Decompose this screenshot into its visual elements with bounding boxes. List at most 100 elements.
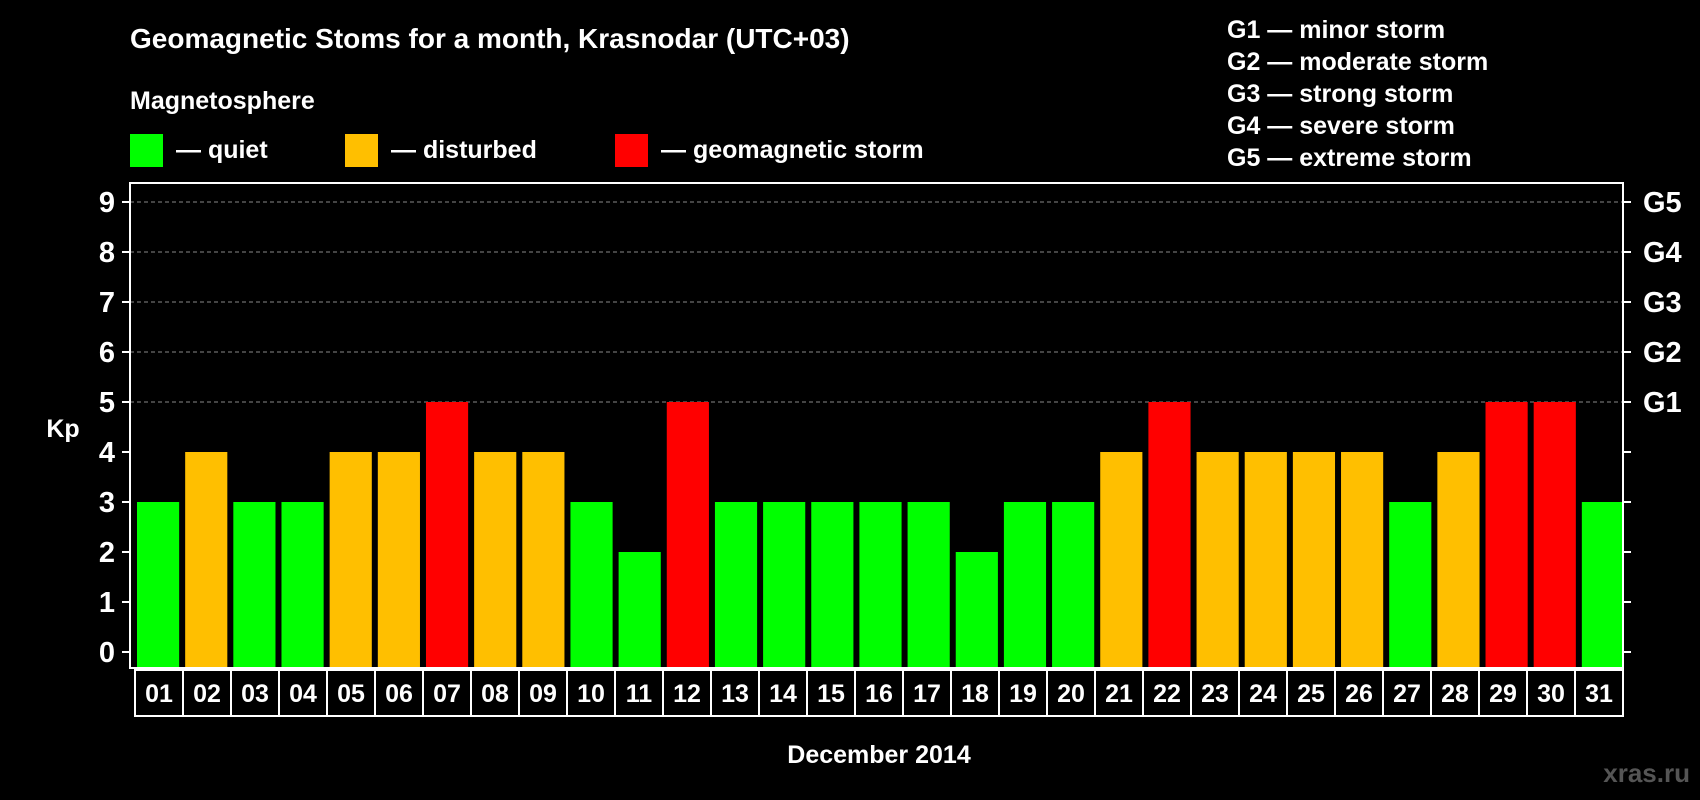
day-label-13: 13 [721, 680, 749, 708]
bar-day-05 [329, 452, 372, 668]
day-label-24: 24 [1249, 680, 1277, 708]
right-axis-label-g1: G1 [1643, 387, 1682, 419]
bar-day-29 [1485, 402, 1528, 668]
day-strip [134, 669, 1624, 717]
storm-scale-g2: G2 — moderate storm [1227, 48, 1488, 76]
bar-day-28 [1437, 452, 1480, 668]
day-label-10: 10 [577, 680, 605, 708]
plot-frame [129, 182, 1624, 669]
bar-day-14 [763, 502, 806, 668]
bar-day-18 [955, 552, 998, 668]
legend-swatch-disturbed [345, 134, 378, 167]
bar-day-03 [233, 502, 276, 668]
day-label-19: 19 [1009, 680, 1037, 708]
day-label-16: 16 [865, 680, 893, 708]
bar-day-31 [1581, 502, 1624, 668]
y-axis: 0 1 2 3 4 5 6 7 8 9 [99, 187, 130, 669]
bar-day-30 [1533, 402, 1576, 668]
bar-day-22 [1148, 402, 1191, 668]
bar-day-17 [907, 502, 950, 668]
day-label-27: 27 [1393, 680, 1421, 708]
y-tick-label: 3 [99, 487, 115, 519]
bar-day-08 [474, 452, 517, 668]
day-label-30: 30 [1537, 680, 1565, 708]
bar-day-10 [570, 502, 613, 668]
y-tick-label: 9 [99, 187, 115, 219]
y-tick-label: 0 [99, 637, 115, 669]
legend-label-disturbed: — disturbed [391, 136, 537, 164]
day-label-12: 12 [673, 680, 701, 708]
y-tick-label: 2 [99, 537, 115, 569]
day-label-11: 11 [626, 680, 653, 708]
bars [137, 402, 1624, 668]
y-tick-label: 7 [99, 287, 115, 319]
right-axis-label-g5: G5 [1643, 187, 1682, 219]
bar-day-02 [185, 452, 228, 668]
bar-day-13 [714, 502, 758, 668]
storm-scale-legend: G1 — minor storm G2 — moderate storm G3 … [1227, 16, 1488, 172]
day-label-04: 04 [289, 680, 317, 708]
x-axis-days: 01 02 03 04 05 06 07 08 09 10 11 12 13 14 15 16 17 18 19 20… [134, 669, 1624, 717]
right-axis-label-g2: G2 [1643, 337, 1682, 369]
bar-day-12 [666, 402, 709, 668]
y-axis-label: Kp [46, 415, 79, 443]
bar-day-15 [811, 502, 854, 668]
bar-day-01 [137, 502, 180, 668]
chart-title: Geomagnetic Stoms for a month, Krasnodar… [130, 23, 850, 54]
bar-day-25 [1292, 452, 1336, 668]
day-label-15: 15 [817, 680, 845, 708]
day-label-28: 28 [1441, 680, 1469, 708]
right-axis-label-g4: G4 [1643, 237, 1682, 269]
legend-swatch-quiet [130, 134, 163, 167]
bar-day-23 [1196, 452, 1239, 668]
watermark: xras.ru [1603, 758, 1690, 788]
right-axis-label-g3: G3 [1643, 287, 1682, 319]
day-label-03: 03 [241, 680, 269, 708]
day-label-01: 01 [145, 680, 173, 708]
day-label-31: 31 [1585, 680, 1613, 708]
bar-day-27 [1389, 502, 1432, 668]
x-axis-label: December 2014 [787, 741, 971, 769]
bar-day-04 [281, 502, 324, 668]
y-tick-label: 6 [99, 337, 115, 369]
legend-title: Magnetosphere [130, 87, 315, 115]
day-label-02: 02 [193, 680, 221, 708]
day-label-26: 26 [1345, 680, 1373, 708]
y-tick-label: 8 [99, 237, 115, 269]
legend-label-storm: — geomagnetic storm [661, 136, 924, 164]
bar-day-26 [1341, 452, 1384, 668]
bar-day-21 [1100, 452, 1143, 668]
day-label-20: 20 [1057, 680, 1085, 708]
bar-day-24 [1244, 452, 1287, 668]
bar-day-06 [377, 452, 420, 668]
bar-day-09 [522, 452, 565, 668]
bar-day-11 [618, 552, 661, 668]
day-label-25: 25 [1297, 680, 1325, 708]
day-label-17: 17 [913, 680, 941, 708]
right-axis: G1 G2 G3 G4 G5 [1623, 187, 1682, 653]
day-label-14: 14 [769, 680, 797, 708]
legend-label-quiet: — quiet [176, 136, 268, 164]
day-label-08: 08 [481, 680, 509, 708]
y-tick-label: 1 [99, 587, 115, 619]
day-label-09: 09 [529, 680, 557, 708]
bar-day-19 [1003, 502, 1047, 668]
storm-scale-g5: G5 — extreme storm [1227, 144, 1472, 172]
bar-day-20 [1052, 502, 1095, 668]
day-label-21: 21 [1105, 680, 1133, 708]
day-label-29: 29 [1489, 680, 1517, 708]
y-tick-label: 4 [99, 437, 115, 469]
day-label-05: 05 [337, 680, 365, 708]
day-label-22: 22 [1153, 680, 1181, 708]
storm-scale-g4: G4 — severe storm [1227, 112, 1455, 140]
legend: — quiet — disturbed — geomagnetic storm [130, 134, 924, 167]
day-label-06: 06 [385, 680, 413, 708]
y-tick-label: 5 [99, 387, 115, 419]
day-label-18: 18 [961, 680, 989, 708]
storm-scale-g3: G3 — strong storm [1227, 80, 1453, 108]
legend-swatch-storm [615, 134, 648, 167]
bar-day-07 [425, 402, 469, 668]
day-label-23: 23 [1201, 680, 1229, 708]
day-label-07: 07 [433, 680, 461, 708]
